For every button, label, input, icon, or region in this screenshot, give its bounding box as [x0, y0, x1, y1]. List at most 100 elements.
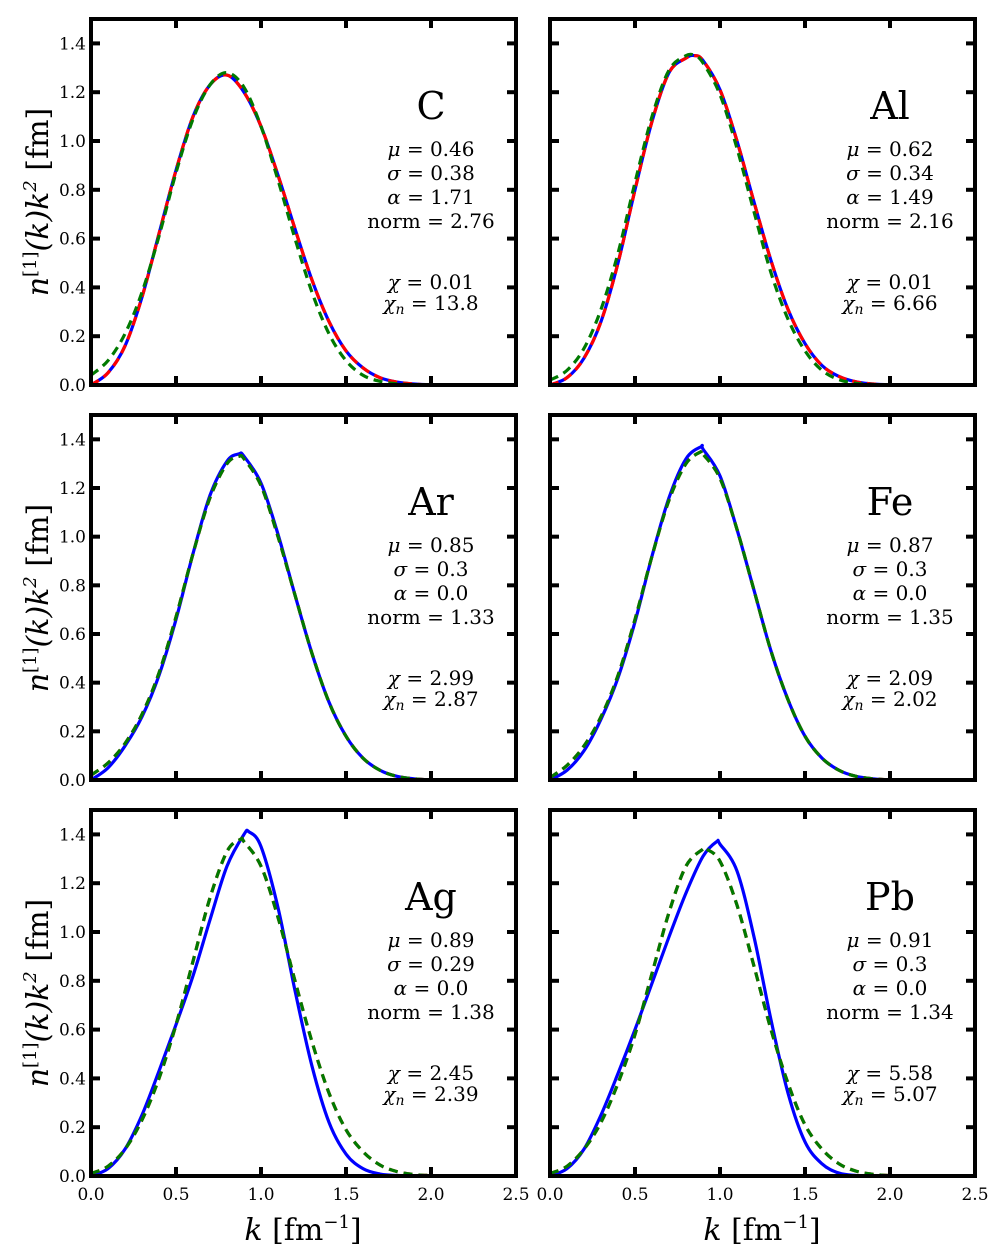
param-norm: norm = 2.76 — [367, 209, 494, 233]
param-chi-n: χn = 2.87 — [381, 687, 478, 714]
y-tick-label: 1.0 — [59, 923, 86, 943]
y-tick-label: 0.2 — [59, 1118, 86, 1138]
y-tick-label: 0.2 — [59, 327, 86, 347]
series-line-dashed-green — [91, 453, 516, 780]
series-group — [91, 71, 516, 385]
param-chi-n: χn = 6.66 — [840, 291, 937, 318]
panel-ag: 0.0 0.5 1.0 1.5 2.0 2.5 0.0 0.2 0.4 0.6 0.8 1.0 1.2 1… — [59, 808, 530, 1205]
y-tick-label: 1.2 — [59, 874, 86, 894]
plot-frame — [89, 808, 518, 1178]
x-tick-label: 0.5 — [621, 1185, 648, 1205]
y-tick-label: 0.8 — [59, 972, 86, 992]
series-group — [91, 451, 516, 780]
param-sigma: σ = 0.3 — [394, 557, 469, 581]
y-tick-label: 0.8 — [59, 181, 86, 201]
param-chi: χ = 0.01 — [386, 270, 474, 294]
y-tick-label: 0.0 — [59, 1167, 86, 1187]
element-label: Al — [869, 84, 910, 128]
y-tick-label: 1.4 — [59, 34, 86, 54]
param-alpha: α = 0.0 — [853, 976, 928, 1000]
y-tick-label: 1.0 — [59, 132, 86, 152]
x-tick-label: 1.0 — [706, 1185, 733, 1205]
y-tick-label: 0.2 — [59, 722, 86, 742]
series-line-dashed-green — [550, 845, 975, 1176]
x-axis-title-right: k [fm−1] — [703, 1212, 820, 1248]
y-tick-label: 0.6 — [59, 625, 86, 645]
y-tick-label: 0.8 — [59, 576, 86, 596]
element-label: Ar — [407, 480, 454, 524]
param-chi-n: χn = 2.39 — [381, 1082, 478, 1109]
param-alpha: α = 1.49 — [846, 185, 934, 209]
x-tick-label: 2.0 — [876, 1185, 903, 1205]
y-tick-label: 0.6 — [59, 230, 86, 250]
param-chi-n: χn = 13.8 — [381, 291, 478, 318]
element-label: Fe — [867, 480, 914, 524]
param-chi: χ = 2.99 — [386, 666, 474, 690]
plot-frame — [548, 808, 977, 1178]
param-mu: μ = 0.91 — [846, 928, 933, 952]
series-line-dashed-green — [550, 448, 975, 780]
y-tick-label: 0.0 — [59, 376, 86, 396]
param-sigma: σ = 0.3 — [853, 557, 928, 581]
y-axis-title-row-3: n[1](k)k2 [fm] — [20, 899, 56, 1088]
param-chi: χ = 2.09 — [845, 666, 933, 690]
y-tick-label: 1.0 — [59, 528, 86, 548]
x-axis-title-left: k [fm−1] — [244, 1212, 361, 1248]
param-chi: χ = 2.45 — [386, 1061, 474, 1085]
series-line-dashed-green — [91, 836, 516, 1176]
param-chi: χ = 0.01 — [845, 270, 933, 294]
panel-pb: 0.0 0.5 1.0 1.5 2.0 2.5 Pb μ = 0.91σ = 0.3α = 0… — [536, 808, 989, 1205]
panel-c: 0.0 0.2 0.4 0.6 0.8 1.0 1.2 1.4 Cμ = 0.46σ = 0.3… — [59, 17, 518, 396]
param-norm: norm = 2.16 — [826, 209, 953, 233]
param-alpha: α = 0.0 — [394, 581, 469, 605]
x-tick-label: 0.0 — [77, 1185, 104, 1205]
param-sigma: σ = 0.38 — [387, 161, 475, 185]
y-tick-label: 0.4 — [59, 1069, 86, 1089]
param-alpha: α = 1.71 — [387, 185, 475, 209]
param-mu: μ = 0.87 — [846, 533, 933, 557]
plot-frame — [548, 17, 977, 387]
param-sigma: σ = 0.34 — [846, 161, 934, 185]
param-chi: χ = 5.58 — [845, 1061, 933, 1085]
x-tick-label: 1.5 — [332, 1185, 359, 1205]
x-tick-label: 2.0 — [417, 1185, 444, 1205]
param-alpha: α = 0.0 — [853, 581, 928, 605]
y-tick-label: 1.4 — [59, 430, 86, 450]
param-alpha: α = 0.0 — [394, 976, 469, 1000]
series-group — [550, 443, 975, 780]
panels-group: 0.00.20.40.60.81.01.21.4Cμ = 0.46σ = 0.3… — [59, 17, 989, 1205]
element-label: Ag — [404, 875, 457, 919]
x-tick-label: 0.5 — [162, 1185, 189, 1205]
y-tick-label: 0.6 — [59, 1021, 86, 1041]
plot-frame — [89, 413, 518, 782]
y-tick-label: 1.4 — [59, 825, 86, 845]
param-norm: norm = 1.33 — [367, 605, 494, 629]
param-norm: norm = 1.38 — [367, 1000, 494, 1024]
element-label: C — [416, 84, 445, 128]
y-tick-label: 0.4 — [59, 674, 86, 694]
x-tick-label: 1.0 — [247, 1185, 274, 1205]
param-mu: μ = 0.89 — [387, 928, 474, 952]
param-chi-n: χn = 2.02 — [840, 687, 937, 714]
y-tick-label: 1.2 — [59, 479, 86, 499]
param-mu: μ = 0.46 — [387, 137, 474, 161]
y-tick-label: 0.4 — [59, 278, 86, 298]
param-mu: μ = 0.62 — [846, 137, 933, 161]
x-tick-label: 2.5 — [961, 1185, 988, 1205]
param-chi-n: χn = 5.07 — [840, 1082, 937, 1109]
panel-ar: 0.0 0.2 0.4 0.6 0.8 1.0 1.2 1.4 Ar μ = 0.85σ = 0.… — [59, 413, 518, 791]
x-tick-label: 2.5 — [502, 1185, 529, 1205]
param-norm: norm = 1.34 — [826, 1000, 953, 1024]
param-mu: μ = 0.85 — [387, 533, 474, 557]
x-tick-label: 1.5 — [791, 1185, 818, 1205]
y-tick-label: 1.2 — [59, 83, 86, 103]
y-axis-title-row-1: n[1](k)k2 [fm] — [20, 108, 56, 297]
plot-frame — [548, 413, 977, 782]
plot-frame — [89, 17, 518, 387]
element-label: Pb — [865, 875, 915, 919]
param-norm: norm = 1.35 — [826, 605, 953, 629]
y-tick-label: 0.0 — [59, 771, 86, 791]
